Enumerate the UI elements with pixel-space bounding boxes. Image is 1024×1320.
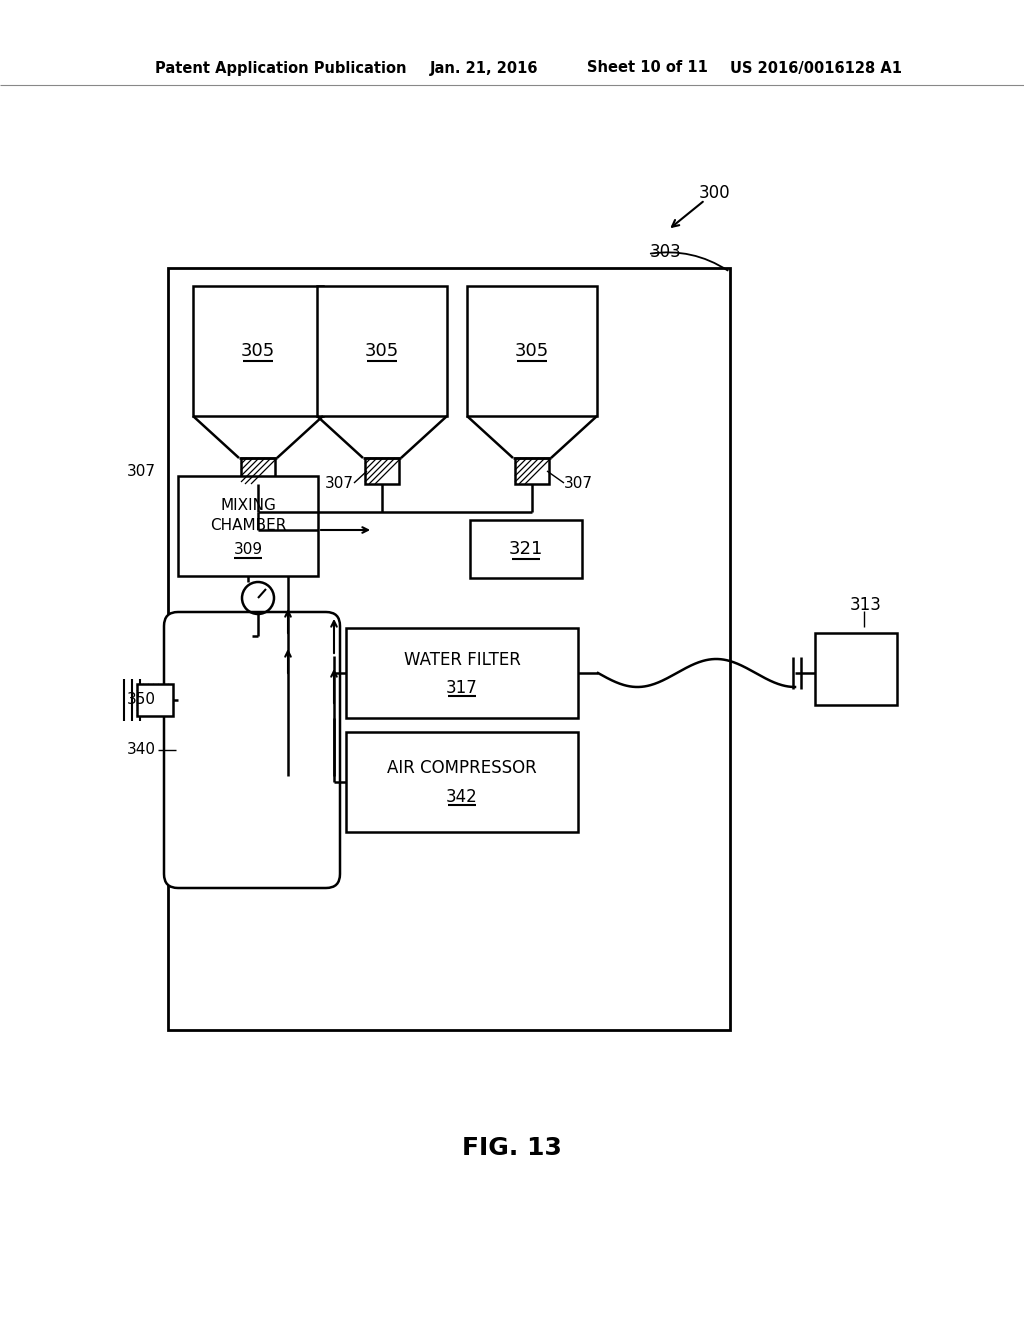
Bar <box>515 458 549 484</box>
Bar <box>470 520 582 578</box>
Bar <box>168 268 730 1030</box>
Text: Patent Application Publication: Patent Application Publication <box>155 61 407 75</box>
Text: 350: 350 <box>127 693 156 708</box>
Text: Sheet 10 of 11: Sheet 10 of 11 <box>587 61 708 75</box>
Bar <box>346 628 578 718</box>
Text: 307: 307 <box>564 475 593 491</box>
Bar <box>193 286 323 416</box>
Text: 317: 317 <box>446 678 478 697</box>
Text: WATER FILTER: WATER FILTER <box>403 651 520 669</box>
Text: US 2016/0016128 A1: US 2016/0016128 A1 <box>730 61 902 75</box>
Text: 307: 307 <box>127 463 156 479</box>
Text: FIG. 13: FIG. 13 <box>462 1137 562 1160</box>
Text: 305: 305 <box>365 342 399 360</box>
Text: CHAMBER: CHAMBER <box>210 519 286 533</box>
Bar <box>467 286 597 416</box>
Text: 313: 313 <box>850 597 882 614</box>
Text: MIXING: MIXING <box>220 499 275 513</box>
Text: 307: 307 <box>325 475 354 491</box>
Bar <box>346 733 578 832</box>
Bar <box>178 477 318 576</box>
Text: 300: 300 <box>699 183 731 202</box>
Bar <box>365 458 399 484</box>
Bar <box>137 684 173 715</box>
Text: 303: 303 <box>650 243 682 261</box>
Bar <box>317 286 447 416</box>
Text: AIR COMPRESSOR: AIR COMPRESSOR <box>387 759 537 777</box>
Text: Jan. 21, 2016: Jan. 21, 2016 <box>430 61 539 75</box>
Text: 305: 305 <box>515 342 549 360</box>
Text: 309: 309 <box>233 543 262 557</box>
Text: 342: 342 <box>446 788 478 807</box>
Text: 340: 340 <box>127 742 156 758</box>
Text: 321: 321 <box>509 540 543 558</box>
Bar <box>815 634 897 705</box>
FancyBboxPatch shape <box>164 612 340 888</box>
Bar <box>241 458 275 484</box>
Text: 305: 305 <box>241 342 275 360</box>
